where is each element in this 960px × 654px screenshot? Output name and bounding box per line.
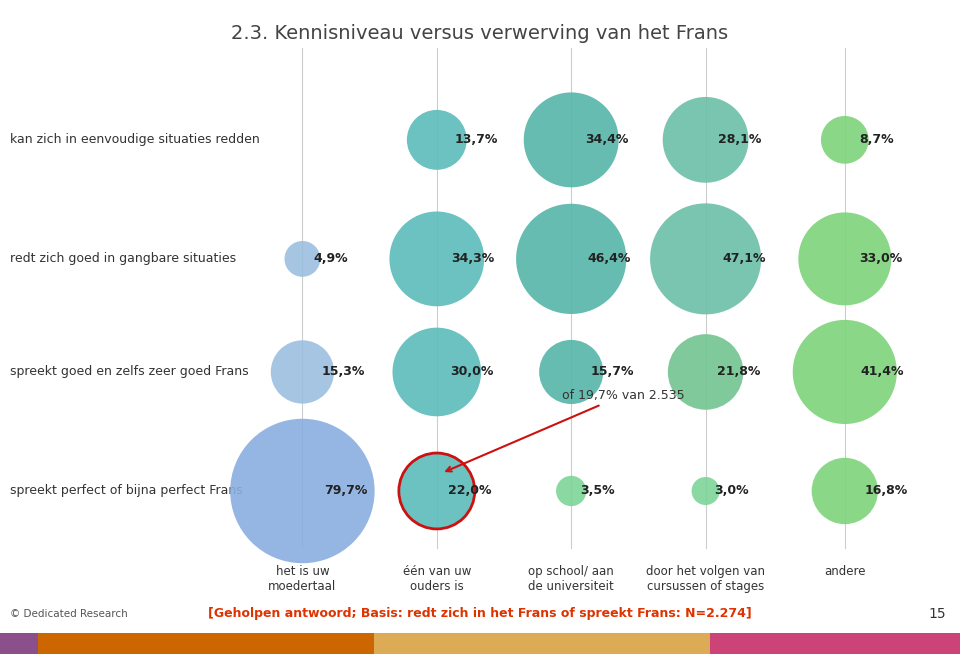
Text: het is uw
moedertaal: het is uw moedertaal: [268, 565, 337, 593]
Text: spreekt perfect of bijna perfect Frans: spreekt perfect of bijna perfect Frans: [10, 485, 242, 498]
Text: of 19,7% van 2.535: of 19,7% van 2.535: [446, 388, 684, 472]
Text: 41,4%: 41,4%: [860, 366, 904, 379]
Text: 33,0%: 33,0%: [859, 252, 902, 266]
Text: 15,3%: 15,3%: [322, 366, 365, 379]
Text: 16,8%: 16,8%: [865, 485, 908, 498]
Text: andere: andere: [824, 565, 866, 578]
Text: 34,4%: 34,4%: [586, 133, 629, 146]
Text: één van uw
ouders is
Franstalig: één van uw ouders is Franstalig: [402, 565, 471, 608]
Ellipse shape: [668, 334, 743, 410]
Ellipse shape: [691, 477, 720, 505]
Ellipse shape: [230, 419, 374, 563]
Bar: [0, 595, 960, 633]
Bar: [38, 633, 374, 654]
Text: 30,0%: 30,0%: [450, 366, 493, 379]
Text: spreekt goed en zelfs zeer goed Frans: spreekt goed en zelfs zeer goed Frans: [10, 366, 249, 379]
Text: 8,7%: 8,7%: [859, 133, 894, 146]
Bar: [374, 633, 710, 654]
Ellipse shape: [516, 204, 626, 314]
Text: op school/ aan
de universiteit: op school/ aan de universiteit: [528, 565, 614, 593]
Ellipse shape: [271, 340, 334, 404]
Ellipse shape: [390, 211, 484, 306]
Ellipse shape: [393, 328, 481, 417]
Text: 46,4%: 46,4%: [588, 252, 631, 266]
Ellipse shape: [662, 97, 749, 182]
Text: 15,7%: 15,7%: [590, 366, 634, 379]
Ellipse shape: [524, 92, 618, 187]
Bar: [0, 633, 38, 654]
Text: 21,8%: 21,8%: [717, 366, 760, 379]
Text: 34,3%: 34,3%: [451, 252, 494, 266]
Ellipse shape: [540, 340, 603, 404]
Ellipse shape: [811, 458, 878, 524]
Text: 4,9%: 4,9%: [313, 252, 348, 266]
Text: kan zich in eenvoudige situaties redden: kan zich in eenvoudige situaties redden: [10, 133, 259, 146]
Ellipse shape: [284, 241, 321, 277]
Ellipse shape: [407, 110, 467, 170]
Text: 3,5%: 3,5%: [580, 485, 615, 498]
Text: [Geholpen antwoord; Basis: redt zich in het Frans of spreekt Frans: N=2.274]: [Geholpen antwoord; Basis: redt zich in …: [208, 608, 752, 621]
Ellipse shape: [650, 203, 761, 315]
Ellipse shape: [793, 320, 897, 424]
Text: 15: 15: [928, 607, 946, 621]
Text: 79,7%: 79,7%: [324, 485, 368, 498]
Text: © Dedicated Research: © Dedicated Research: [10, 609, 128, 619]
Text: 28,1%: 28,1%: [718, 133, 762, 146]
Ellipse shape: [556, 476, 587, 506]
Ellipse shape: [398, 453, 475, 529]
Text: door het volgen van
cursussen of stages: door het volgen van cursussen of stages: [646, 565, 765, 593]
Text: redt zich goed in gangbare situaties: redt zich goed in gangbare situaties: [10, 252, 236, 266]
Ellipse shape: [821, 116, 869, 164]
Text: 47,1%: 47,1%: [722, 252, 766, 266]
Ellipse shape: [799, 213, 891, 305]
Text: 22,0%: 22,0%: [448, 485, 492, 498]
Text: 13,7%: 13,7%: [455, 133, 498, 146]
Text: 3,0%: 3,0%: [714, 485, 749, 498]
Text: 2.3. Kennisniveau versus verwerving van het Frans: 2.3. Kennisniveau versus verwerving van …: [231, 24, 729, 43]
Bar: [710, 633, 960, 654]
